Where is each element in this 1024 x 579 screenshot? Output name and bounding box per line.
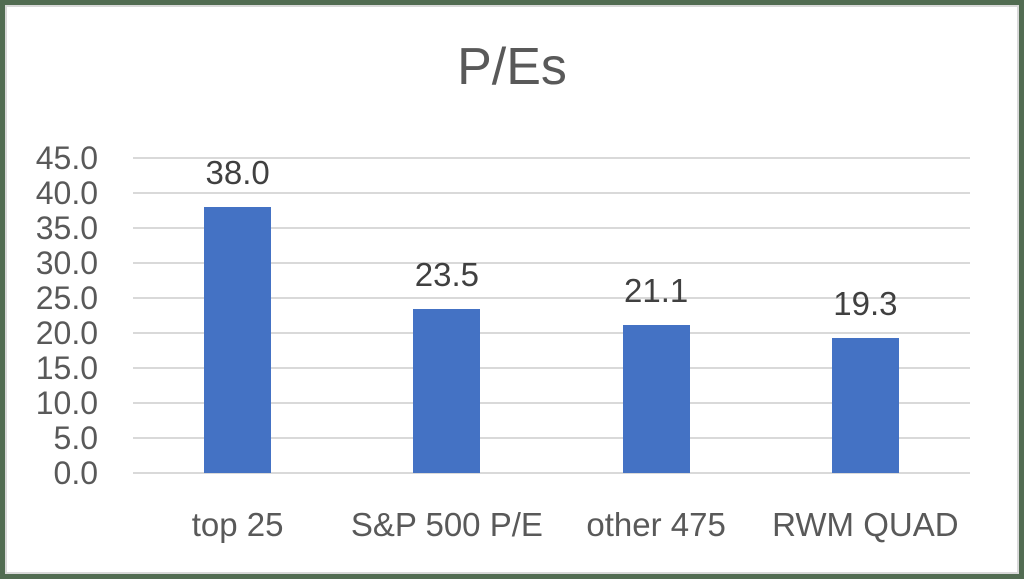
bar-data-label: 38.0 — [205, 154, 270, 191]
bar-data-label: 19.3 — [833, 284, 898, 322]
gridline — [133, 157, 970, 159]
y-axis-tick-label: 40.0 — [35, 175, 98, 211]
y-axis-tick-label: 20.0 — [35, 315, 98, 351]
x-axis-category-label: RWM QUAD — [772, 506, 959, 543]
bar-data-label: 23.5 — [414, 255, 479, 293]
x-axis-category-label: other 475 — [586, 506, 726, 543]
gridline — [133, 297, 970, 299]
gridline — [133, 332, 970, 334]
y-axis-tick-label: 0.0 — [53, 455, 98, 491]
gridline — [133, 227, 970, 229]
y-axis-tick-label: 35.0 — [35, 210, 98, 246]
y-axis-tick-label: 10.0 — [35, 385, 98, 421]
gridline — [133, 437, 970, 439]
y-axis-tick-label: 15.0 — [35, 350, 98, 386]
gridline — [133, 367, 970, 369]
bar-data-label: 21.1 — [624, 272, 689, 310]
y-axis-tick-label: 30.0 — [35, 245, 98, 281]
bar — [413, 308, 481, 473]
y-axis-tick-label: 25.0 — [35, 280, 98, 316]
gridline — [133, 402, 970, 404]
bar — [204, 207, 272, 473]
gridline — [133, 262, 970, 264]
bar — [622, 325, 690, 473]
chart-title: P/Es — [457, 38, 567, 96]
gridline — [133, 192, 970, 194]
y-axis-tick-label: 45.0 — [35, 140, 98, 176]
bar — [831, 337, 899, 473]
x-axis-category-label: S&P 500 P/E — [350, 506, 543, 543]
y-axis-tick-label: 5.0 — [53, 420, 98, 456]
gridline — [133, 472, 970, 474]
x-axis-category-label: top 25 — [191, 506, 284, 543]
